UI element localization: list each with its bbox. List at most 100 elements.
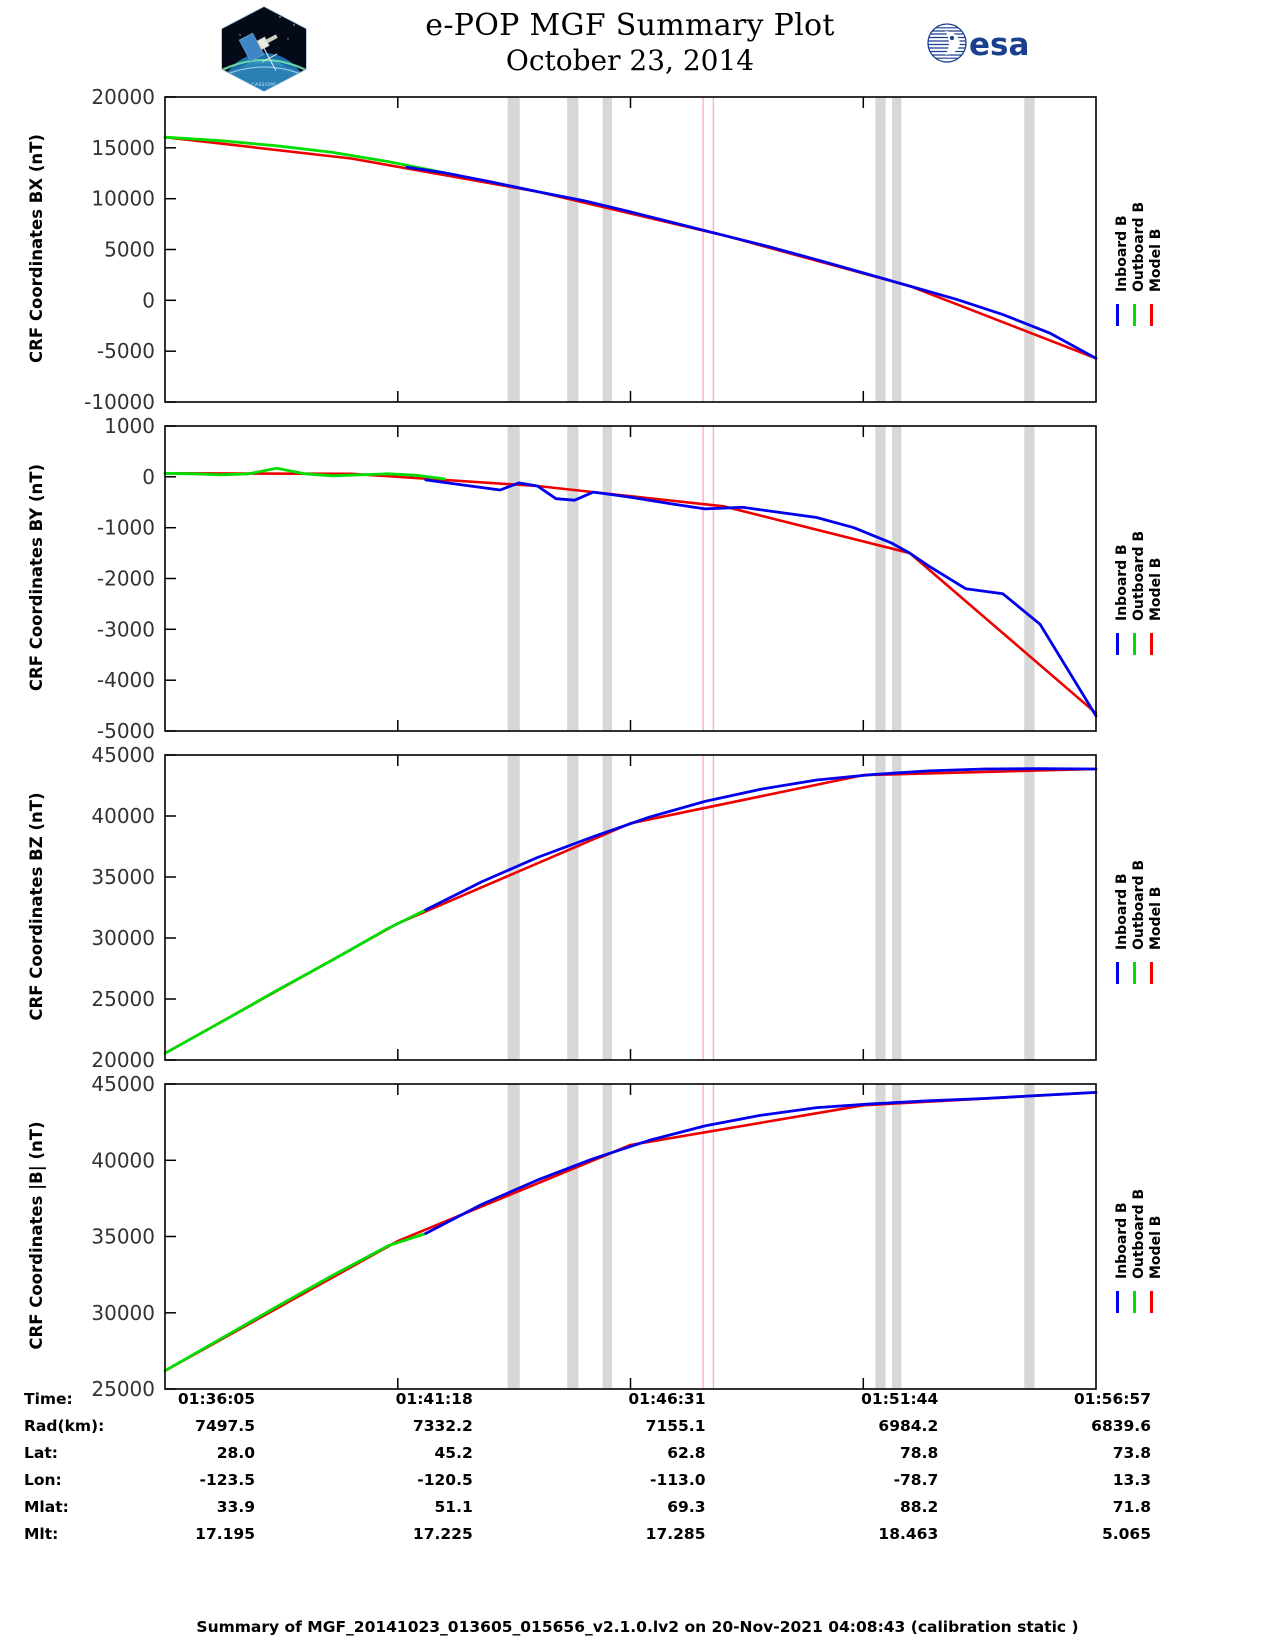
legend-swatch-outboard-b [1133,303,1136,326]
table-cell: 62.8 [667,1444,706,1462]
legend-swatch-outboard-b [1133,1290,1136,1313]
svg-text:-5000: -5000 [97,719,155,743]
title-line-2: October 23, 2014 [505,44,755,77]
table-row-label: Rad(km): [24,1417,105,1435]
table-row-label: Mlt: [24,1525,59,1543]
table-cell: 7155.1 [645,1417,706,1435]
legend-swatch-inboard-b [1116,303,1119,326]
legend-label-inboard-b: Inboard B [1114,1201,1130,1279]
epop-mission-logo: CASSIOPE [221,6,307,92]
footer-summary: Summary of MGF_20141023_013605_015656_v2… [196,1618,1079,1636]
svg-text:20000: 20000 [91,1048,155,1072]
svg-text:10000: 10000 [91,187,155,211]
y-axis-label-bmag: CRF Coordinates |B| (nT) [26,1120,46,1350]
table-cell: 73.8 [1112,1444,1151,1462]
table-row-label: Lat: [24,1444,58,1462]
svg-text:0: 0 [142,465,155,489]
legend-label-model-b: Model B [1148,228,1164,292]
table-row-label: Lon: [24,1471,62,1489]
legend-label-outboard-b: Outboard B [1131,1188,1147,1279]
y-axis-label-by: CRF Coordinates BY (nT) [26,463,46,691]
table-row-label: Mlat: [24,1498,69,1516]
table-cell: 51.1 [434,1498,473,1516]
svg-text:CASSIOPE: CASSIOPE [251,82,276,88]
svg-text:35000: 35000 [91,1225,155,1249]
table-cell: -120.5 [417,1471,473,1489]
legend-swatch-model-b [1150,632,1153,655]
table-cell: 6839.6 [1091,1417,1151,1435]
table-cell: 01:36:05 [177,1390,255,1408]
table-cell: 7332.2 [412,1417,473,1435]
table-cell: 17.195 [195,1525,255,1543]
table-cell: 33.9 [216,1498,255,1516]
svg-text:-1000: -1000 [97,516,155,540]
svg-text:-10000: -10000 [84,390,155,414]
table-row-label: Time: [24,1390,73,1408]
esa-logo: esa [927,23,1029,63]
legend-swatch-inboard-b [1116,1290,1119,1313]
table-cell: 71.8 [1112,1498,1151,1516]
table-row: Mlat: 33.9 51.1 69.3 88.2 71.8 [0,1498,1275,1525]
table-cell: 78.8 [900,1444,939,1462]
svg-text:5000: 5000 [104,238,155,262]
table-cell: 17.225 [412,1525,473,1543]
legend-swatch-inboard-b [1116,632,1119,655]
table-cell: 17.285 [645,1525,706,1543]
page-header: CASSIOPE e-POP MGF Summary Plot October … [0,0,1275,95]
y-axis-label-bx: CRF Coordinates BX (nT) [26,133,46,363]
table-cell: 01:51:44 [861,1390,939,1408]
legend-by: Inboard B Outboard B Model B [1114,501,1174,655]
esa-wordmark: esa [969,27,1029,63]
svg-text:45000: 45000 [91,1072,155,1096]
title-line-1: e-POP MGF Summary Plot [425,8,835,43]
svg-text:40000: 40000 [91,1148,155,1172]
table-cell: 18.463 [878,1525,939,1543]
table-row: Time: 01:36:05 01:41:18 01:46:31 01:51:44 01:… [0,1390,1275,1417]
legend-label-inboard-b: Inboard B [1114,214,1130,292]
legend-bx: Inboard B Outboard B Model B [1114,172,1174,326]
legend-label-model-b: Model B [1148,1215,1164,1279]
legend-label-outboard-b: Outboard B [1131,530,1147,621]
svg-text:30000: 30000 [91,926,155,950]
legend-label-model-b: Model B [1148,886,1164,950]
legend-label-model-b: Model B [1148,557,1164,621]
table-cell: 01:46:31 [628,1390,706,1408]
table-row: Rad(km): 7497.5 7332.2 7155.1 6984.2 6839.6 [0,1417,1275,1444]
table-row: Lat: 28.0 45.2 62.8 78.8 73.8 [0,1444,1275,1471]
legend-swatch-outboard-b [1133,961,1136,984]
table-cell: -78.7 [893,1471,939,1489]
svg-text:35000: 35000 [91,865,155,889]
table-cell: 6984.2 [878,1417,939,1435]
legend-label-outboard-b: Outboard B [1131,859,1147,950]
table-cell: 45.2 [434,1444,473,1462]
legend-label-outboard-b: Outboard B [1131,201,1147,292]
table-cell: 88.2 [900,1498,939,1516]
legend-swatch-model-b [1150,1290,1153,1313]
legend-swatch-model-b [1150,303,1153,326]
legend-swatch-model-b [1150,961,1153,984]
legend-label-inboard-b: Inboard B [1114,543,1130,621]
svg-text:-3000: -3000 [97,617,155,641]
y-axis-label-bz: CRF Coordinates BZ (nT) [26,791,46,1021]
table-cell: 01:56:57 [1073,1390,1151,1408]
legend-label-inboard-b: Inboard B [1114,872,1130,950]
legend-bmag: Inboard B Outboard B Model B [1114,1159,1174,1313]
legend-swatch-inboard-b [1116,961,1119,984]
svg-text:0: 0 [142,288,155,312]
table-cell: 5.065 [1101,1525,1151,1543]
legend-swatch-outboard-b [1133,632,1136,655]
table-cell: 7497.5 [195,1417,255,1435]
svg-text:-5000: -5000 [97,339,155,363]
table-row: Mlt: 17.195 17.225 17.285 18.463 5.065 [0,1525,1275,1552]
legend-bz: Inboard B Outboard B Model B [1114,830,1174,984]
svg-text:-4000: -4000 [97,668,155,692]
svg-text:1000: 1000 [104,414,155,438]
table-cell: 69.3 [667,1498,706,1516]
svg-text:40000: 40000 [91,804,155,828]
ephemeris-table: Time: 01:36:05 01:41:18 01:46:31 01:51:44 01:… [0,1390,1275,1590]
table-cell: -113.0 [650,1471,706,1489]
table-cell: 13.3 [1112,1471,1151,1489]
svg-text:45000: 45000 [91,743,155,767]
svg-text:25000: 25000 [91,987,155,1011]
table-row: Lon: -123.5 -120.5 -113.0 -78.7 13.3 [0,1471,1275,1498]
